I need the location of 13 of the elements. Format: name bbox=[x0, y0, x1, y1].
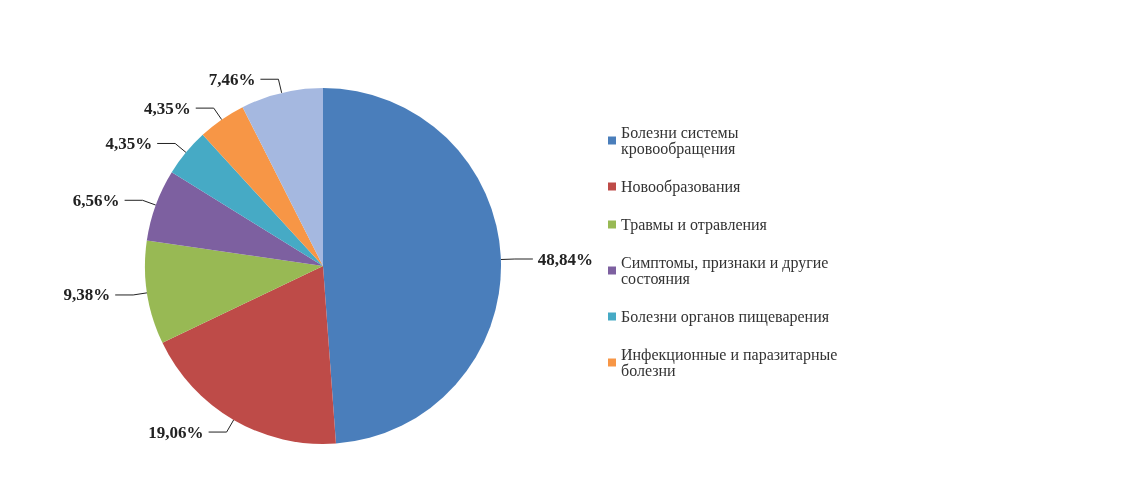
data-label: 19,06% bbox=[148, 422, 204, 442]
data-label: 6,56% bbox=[72, 190, 120, 210]
legend-label: Новообразования bbox=[621, 178, 742, 196]
data-label: 4,35% bbox=[143, 98, 191, 118]
legend-label: Симптомы, признаки и другие состояния bbox=[621, 254, 833, 287]
data-label: 7,46% bbox=[208, 69, 256, 89]
legend-label: Болезни органов пищеварения bbox=[621, 308, 830, 326]
data-label: 4,35% bbox=[105, 133, 153, 153]
legend-label: Инфекционные и паразитарные болезни bbox=[621, 346, 842, 379]
legend-label: Болезни системы кровообращения bbox=[621, 124, 743, 158]
legend-label: Травмы и отравления bbox=[621, 216, 768, 234]
data-label: 48,84% bbox=[537, 249, 594, 269]
data-label: 9,38% bbox=[63, 285, 111, 305]
